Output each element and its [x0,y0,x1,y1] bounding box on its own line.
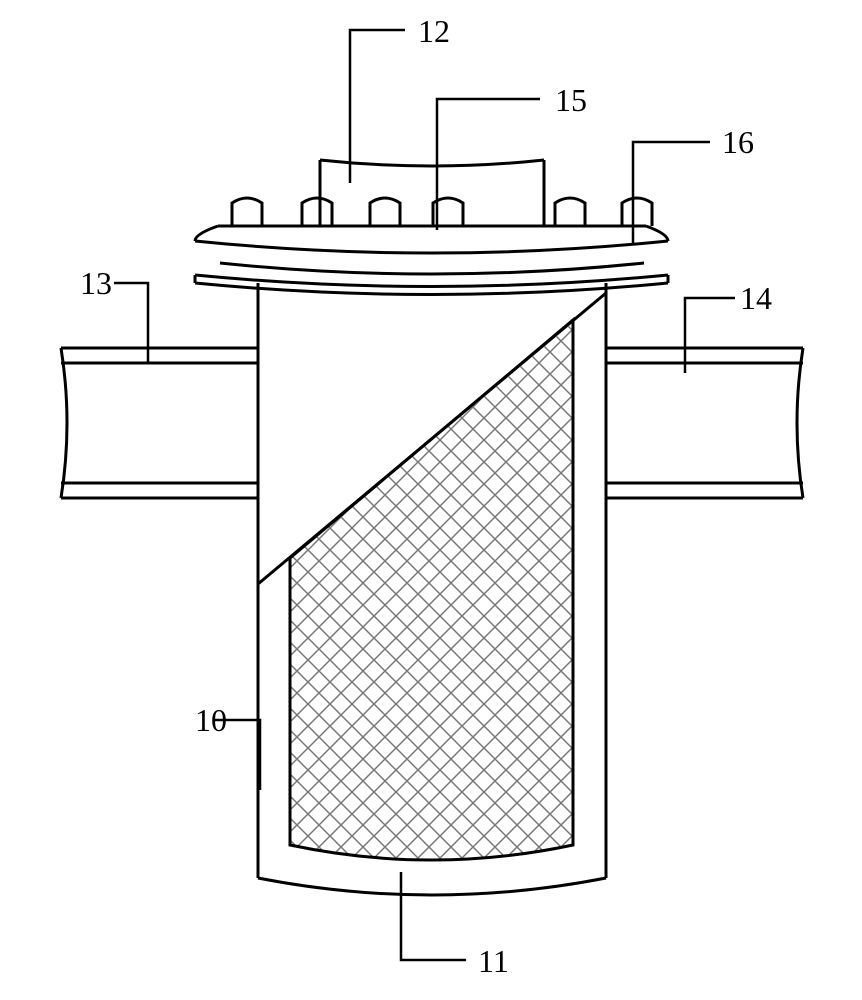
flange-top [195,226,668,253]
flange-middle [220,263,644,274]
outlet-pipe [606,348,803,498]
label-10: 10 [195,702,227,739]
filter-mesh [290,320,573,860]
label-13: 13 [80,265,112,302]
label-14: 14 [740,280,772,317]
bolts [232,198,652,226]
inlet-pipe [61,348,258,498]
flange-bottom [195,275,668,295]
label-15: 15 [555,82,587,119]
label-16: 16 [722,124,754,161]
label-11: 11 [478,943,509,980]
label-12: 12 [418,13,450,50]
diagram-container: 12 15 16 13 14 10 11 [0,0,862,1000]
